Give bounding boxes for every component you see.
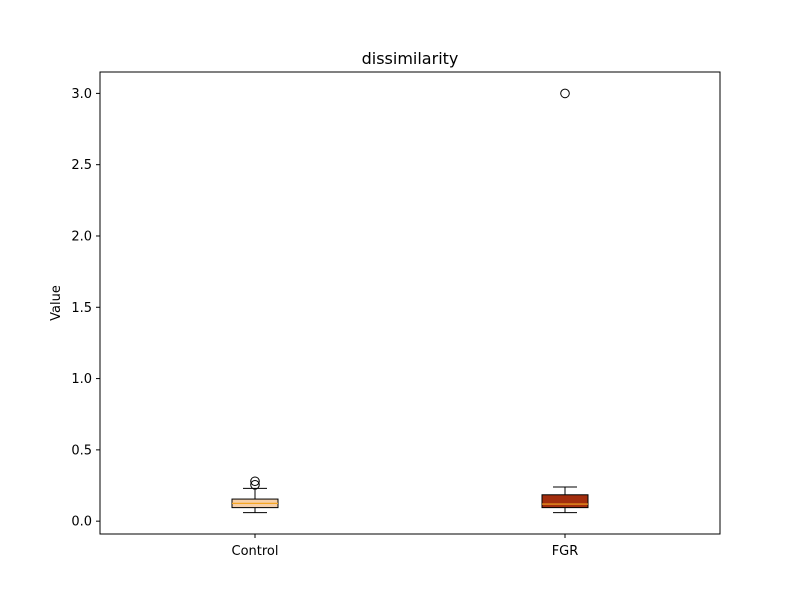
box-group-fgr: [541, 88, 589, 514]
y-tick-label: 1.5: [71, 301, 92, 316]
x-tick-label: Control: [232, 544, 279, 559]
y-tick-label: 2.5: [71, 158, 92, 173]
y-axis-label: Value: [49, 285, 64, 321]
y-tick-label: 0.0: [71, 515, 92, 530]
box-group-control: [231, 476, 279, 514]
plot-frame: [99, 71, 721, 535]
x-tick-label: FGR: [552, 544, 579, 559]
iqr-box: [541, 494, 589, 509]
plot-area: 0.0 0.5 1.0 1.5 2.0 2.5 3.0 Control FGR: [71, 71, 721, 559]
outlier-point: [250, 476, 260, 487]
outlier-point: [560, 88, 570, 99]
y-tick-label: 0.5: [71, 443, 92, 458]
y-tick-label: 2.0: [71, 229, 92, 244]
chart-title: dissimilarity: [362, 49, 459, 68]
outlier-point: [250, 480, 260, 490]
y-tick-label: 3.0: [71, 87, 92, 102]
y-tick-label: 1.0: [71, 372, 92, 387]
